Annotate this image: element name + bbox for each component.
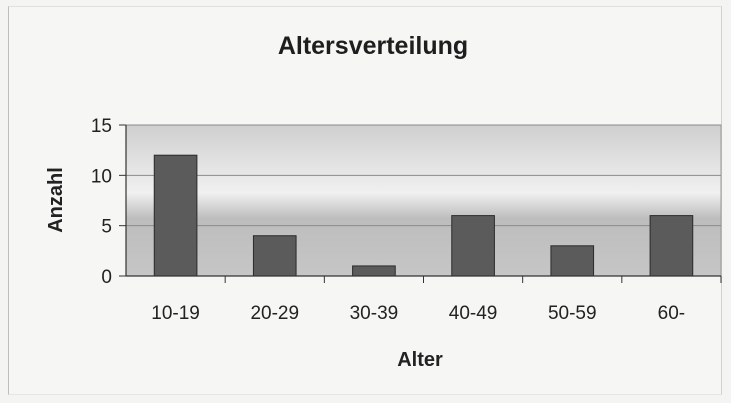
gridlines <box>126 124 721 227</box>
x-tick-label: 60- <box>658 303 685 324</box>
x-tick-label: 50-59 <box>548 303 597 324</box>
bar-10-19 <box>153 154 198 277</box>
y-tick-label: 15 <box>91 116 112 137</box>
x-tick-label: 10-19 <box>151 303 200 324</box>
y-tick-label: 10 <box>91 166 112 187</box>
bar-20-29 <box>252 235 297 277</box>
bar-50-59 <box>550 245 595 277</box>
bar-60- <box>649 215 694 277</box>
y-tick-label: 5 <box>101 217 112 238</box>
chart-title: Altersverteilung <box>278 32 468 60</box>
x-axis-label: Alter <box>397 349 443 371</box>
axes <box>119 124 722 283</box>
x-tick-label: 30-39 <box>350 303 399 324</box>
plot-area <box>125 124 722 277</box>
x-tick-label: 20-29 <box>250 303 299 324</box>
bar-40-49 <box>451 215 495 277</box>
y-axis-label: Anzahl <box>45 167 67 233</box>
y-tick-labels: 0 5 10 15 <box>91 116 112 288</box>
y-tick-label: 0 <box>101 267 112 288</box>
bars <box>153 154 694 277</box>
x-tick-labels: 10-19 20-29 30-39 40-49 50-59 60- <box>151 303 685 324</box>
x-tick-label: 40-49 <box>449 303 498 324</box>
bar-30-39 <box>352 265 396 277</box>
